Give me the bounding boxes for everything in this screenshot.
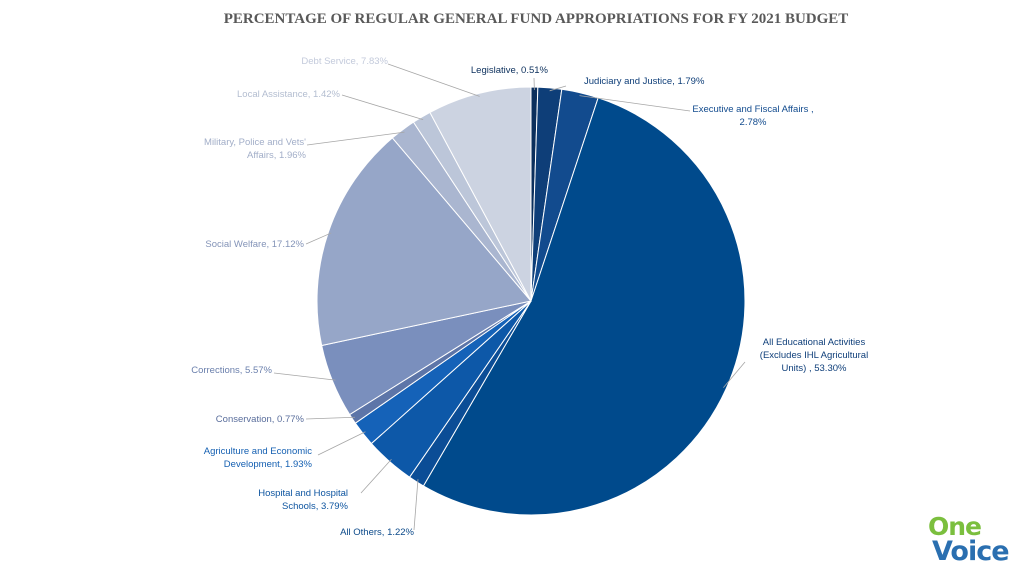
slice-label: Agriculture and Economic Development, 1.9… (204, 446, 313, 470)
leader-line (549, 85, 567, 92)
leader-line (360, 458, 392, 494)
leader-line (341, 94, 424, 121)
slice-label: Judiciary and Justice, 1.79% (584, 76, 705, 87)
pie-slice (422, 97, 746, 516)
leader-line (317, 431, 366, 456)
leader-line (387, 63, 480, 97)
slice-label: Military, Police and Vets' Affairs, 1.96% (204, 137, 307, 161)
leader-line (305, 232, 332, 245)
slice-label: Local Assistance, 1.42% (237, 89, 341, 100)
leader-line (305, 416, 355, 420)
chart-title: PERCENTAGE OF REGULAR GENERAL FUND APPRO… (223, 11, 849, 27)
slice-label: Executive and Fiscal Affairs , 2.78% (692, 104, 813, 128)
slice-label: Corrections, 5.57% (191, 365, 272, 376)
slice-label: All Others, 1.22% (340, 527, 414, 538)
pie-slice (429, 86, 532, 302)
leader-line (273, 372, 336, 381)
slice-label: All Educational Activities (Excludes IHL … (760, 337, 868, 374)
leader-line (413, 479, 419, 531)
logo-text-voice: Voice (932, 536, 1010, 567)
leader-line (306, 131, 405, 146)
pie-slice (316, 137, 532, 347)
one-voice-logo: One Voice (924, 512, 1016, 572)
slice-label: Debt Service, 7.83% (301, 56, 388, 67)
leader-line (723, 361, 746, 388)
slice-label: Social Welfare, 17.12% (205, 239, 304, 250)
slice-label: Conservation, 0.77% (216, 414, 305, 425)
logo-text-one: One (928, 512, 982, 541)
slice-label: Legislative, 0.51% (471, 65, 549, 76)
slice-label: Hospital and Hospital Schools, 3.79% (258, 488, 348, 512)
leader-line (579, 95, 691, 112)
